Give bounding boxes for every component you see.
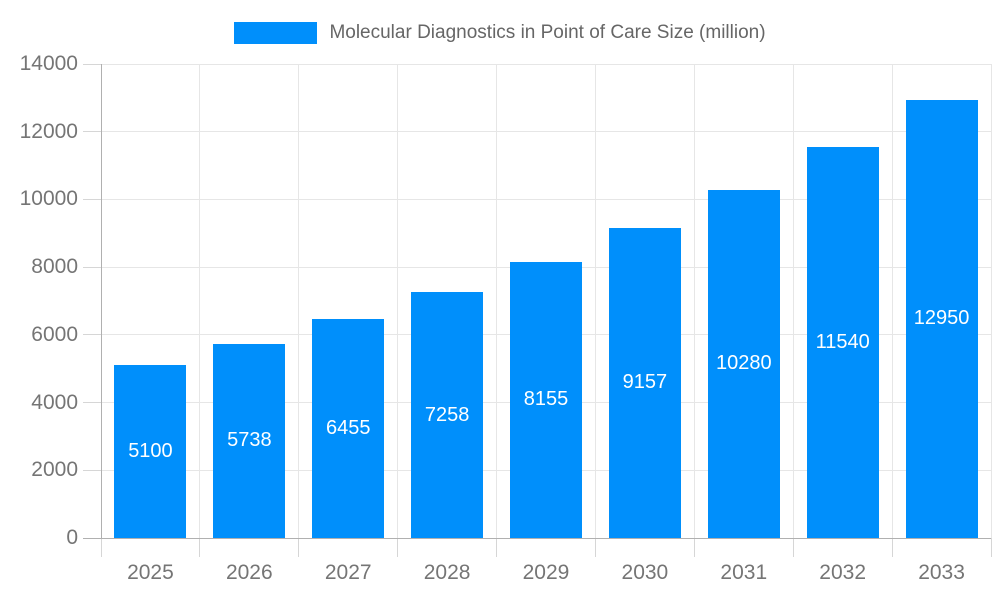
- y-tick: [83, 198, 101, 200]
- x-axis-tick-label: 2033: [918, 561, 965, 584]
- y-axis-tick-label: 8000: [31, 255, 78, 279]
- bar-value-label: 5100: [128, 440, 173, 463]
- legend-swatch: [234, 22, 318, 44]
- y-tick: [83, 63, 101, 65]
- bar: 5738: [213, 343, 286, 538]
- y-tick: [83, 402, 101, 404]
- v-gridline: [990, 64, 992, 538]
- x-axis-tick-label: 2030: [621, 561, 669, 584]
- v-gridline: [594, 64, 596, 538]
- y-axis-tick-label: 12000: [19, 119, 78, 143]
- x-axis-tick-label: 2032: [819, 561, 867, 584]
- x-tick: [100, 538, 102, 557]
- bar: 6455: [312, 319, 385, 538]
- x-axis-tick-label: 2028: [423, 561, 471, 584]
- bar: 11540: [806, 147, 879, 538]
- v-gridline: [891, 64, 893, 538]
- x-axis-tick-label: 2026: [225, 561, 273, 584]
- bar-value-label: 7258: [424, 403, 470, 426]
- h-gridline: [101, 131, 991, 133]
- x-axis-tick-label: 2031: [720, 561, 768, 584]
- v-gridline: [792, 64, 794, 538]
- legend-label: Molecular Diagnostics in Point of Care S…: [329, 22, 766, 43]
- x-axis-tick-label: 2025: [127, 561, 174, 584]
- v-gridline: [199, 64, 201, 538]
- y-axis-tick-label: 14000: [19, 52, 78, 75]
- v-gridline: [496, 64, 498, 538]
- bar-value-label: 6455: [325, 417, 371, 440]
- x-axis-tick-label: 2029: [522, 561, 570, 584]
- bar: 8155: [510, 261, 582, 538]
- y-axis-line: [100, 64, 102, 538]
- v-gridline: [693, 64, 695, 538]
- v-gridline: [298, 64, 300, 538]
- x-tick: [496, 538, 498, 557]
- y-axis-tick-label: 4000: [31, 390, 78, 414]
- bar-value-label: 9157: [622, 371, 668, 394]
- v-gridline: [397, 64, 399, 538]
- x-axis-tick-label: 2027: [324, 561, 372, 584]
- bar: 9157: [608, 227, 681, 538]
- bar-value-label: 8155: [523, 388, 569, 411]
- x-tick: [792, 538, 794, 557]
- y-tick: [83, 266, 101, 268]
- bar-value-label: 12950: [913, 307, 970, 330]
- x-tick: [594, 538, 596, 557]
- bar: 12950: [905, 99, 978, 538]
- bar: 5100: [114, 365, 187, 538]
- bar: 10280: [707, 189, 780, 538]
- bar-value-label: 5738: [227, 429, 272, 452]
- x-tick: [199, 538, 201, 557]
- y-axis-tick-label: 10000: [19, 187, 78, 211]
- bar-value-label: 10280: [715, 352, 772, 375]
- x-axis-line: [83, 537, 991, 539]
- bar-value-label: 11540: [815, 331, 870, 354]
- h-gridline: [101, 63, 991, 65]
- y-tick: [83, 469, 101, 471]
- y-tick: [83, 334, 101, 336]
- y-axis-tick-label: 6000: [31, 322, 78, 346]
- x-tick: [891, 538, 893, 557]
- x-tick: [693, 538, 695, 557]
- x-tick: [298, 538, 300, 557]
- h-gridline: [101, 198, 991, 200]
- x-tick: [397, 538, 399, 557]
- bar: 7258: [411, 292, 484, 538]
- y-axis-tick-label: 2000: [31, 458, 78, 482]
- y-axis-tick-label: 0: [66, 526, 78, 549]
- y-tick: [83, 131, 101, 133]
- x-tick: [990, 538, 992, 557]
- legend[interactable]: Molecular Diagnostics in Point of Care S…: [0, 21, 1000, 45]
